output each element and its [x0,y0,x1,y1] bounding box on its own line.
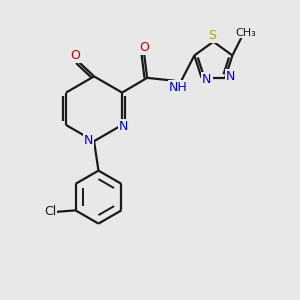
Text: NH: NH [169,81,188,94]
Text: N: N [226,70,235,83]
Text: O: O [139,41,149,54]
Text: N: N [119,120,128,133]
Text: N: N [84,134,93,147]
Text: S: S [208,29,216,42]
Text: CH₃: CH₃ [235,28,256,38]
Text: N: N [202,73,212,86]
Text: O: O [70,49,80,62]
Text: Cl: Cl [44,205,56,218]
